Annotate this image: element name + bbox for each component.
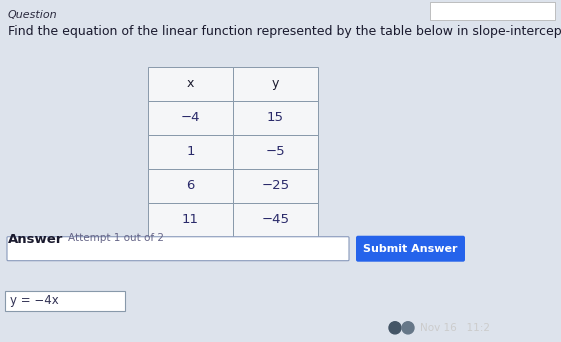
Bar xyxy=(233,203,318,237)
Bar xyxy=(233,67,318,101)
Text: 6: 6 xyxy=(186,179,195,192)
Bar xyxy=(148,101,233,135)
Text: −4: −4 xyxy=(181,111,200,124)
Text: 11: 11 xyxy=(182,213,199,226)
Bar xyxy=(148,203,233,237)
Text: y: y xyxy=(272,77,279,90)
Bar xyxy=(233,169,318,203)
FancyBboxPatch shape xyxy=(356,236,465,262)
Text: Answer: Answer xyxy=(8,233,63,246)
Text: Submit Answer: Submit Answer xyxy=(363,244,457,254)
Circle shape xyxy=(389,322,401,334)
Text: 1: 1 xyxy=(186,145,195,158)
Text: 15: 15 xyxy=(267,111,284,124)
Bar xyxy=(148,135,233,169)
Bar xyxy=(148,169,233,203)
Text: −25: −25 xyxy=(261,179,289,192)
Bar xyxy=(148,67,233,101)
Text: y = −4x: y = −4x xyxy=(10,294,59,307)
FancyBboxPatch shape xyxy=(7,237,349,261)
Text: Question: Question xyxy=(8,10,58,20)
Text: Find the equation of the linear function represented by the table below in slope: Find the equation of the linear function… xyxy=(8,25,561,38)
FancyBboxPatch shape xyxy=(5,291,125,311)
Text: −45: −45 xyxy=(261,213,289,226)
Bar xyxy=(233,101,318,135)
Text: −5: −5 xyxy=(266,145,286,158)
Bar xyxy=(233,135,318,169)
FancyBboxPatch shape xyxy=(430,2,555,20)
Text: Nov 16   11:2: Nov 16 11:2 xyxy=(420,323,490,333)
Circle shape xyxy=(402,322,414,334)
Text: Attempt 1 out of 2: Attempt 1 out of 2 xyxy=(68,233,164,243)
Text: x: x xyxy=(187,77,194,90)
